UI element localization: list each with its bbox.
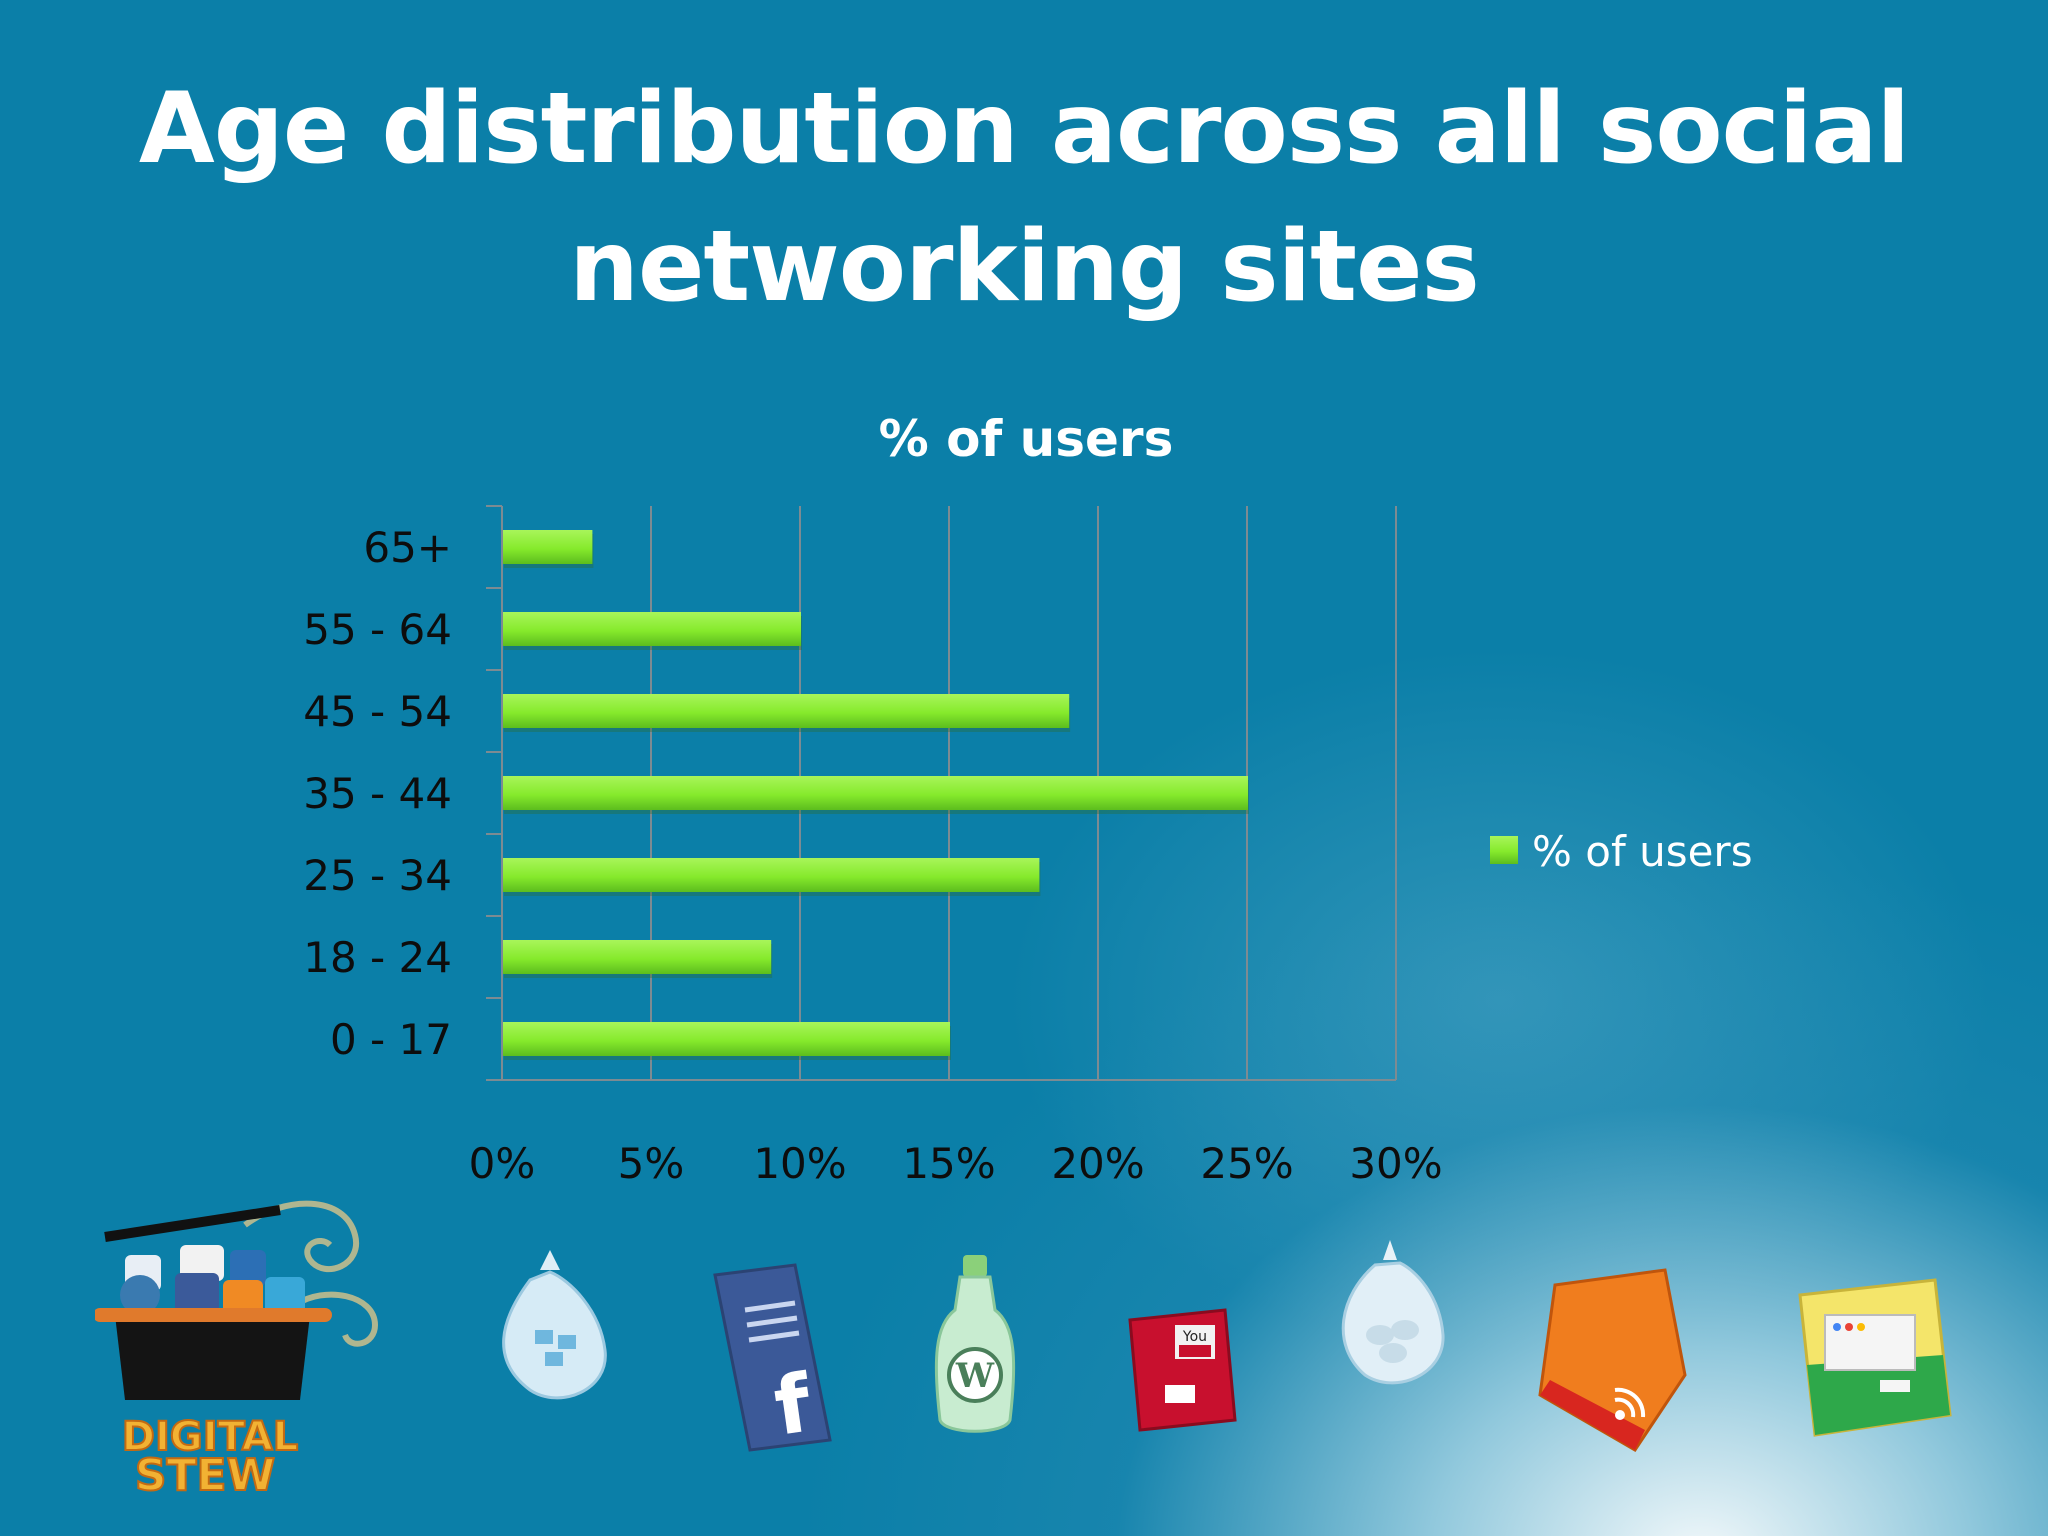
myspace-bag-icon	[1325, 1235, 1455, 1400]
youtube-box-icon: You	[1125, 1305, 1245, 1440]
linkedin-icon	[230, 1250, 266, 1286]
legend-label: % of users	[1532, 827, 1753, 876]
legend: % of users	[1490, 827, 1753, 876]
x-tick-labels: 0% 5% 10% 15% 20% 25% 30%	[469, 1139, 1443, 1188]
category-label: 0 - 17	[330, 1015, 452, 1064]
category-labels: 0 - 17 18 - 24 25 - 34 35 - 44 45 - 54 55 - 6…	[303, 523, 452, 1064]
slide-title: Age distribution across all social netwo…	[138, 72, 1910, 324]
steam-swirl-icon	[243, 1200, 379, 1347]
pot-icon	[115, 1315, 310, 1400]
youtube-icon	[180, 1245, 224, 1281]
x-tick-label: 10%	[753, 1139, 846, 1188]
twitter-icon	[265, 1277, 305, 1317]
wordpress-icon	[120, 1275, 160, 1315]
rss-bag-icon	[1535, 1255, 1695, 1460]
logo-text-digital: DIGITAL	[122, 1414, 298, 1460]
x-tick-label: 30%	[1349, 1139, 1442, 1188]
category-label: 18 - 24	[303, 933, 452, 982]
bar	[503, 858, 1040, 892]
bars	[503, 530, 1249, 1060]
x-tick-label: 5%	[618, 1139, 685, 1188]
x-tick-label: 0%	[469, 1139, 536, 1188]
category-label: 45 - 54	[303, 687, 452, 736]
bar	[503, 776, 1248, 810]
wordpress-bottle-icon: W	[925, 1250, 1025, 1445]
chart-title: % of users	[879, 410, 1174, 468]
pot-lid-icon	[104, 1205, 281, 1242]
google-box-icon	[1795, 1275, 1955, 1455]
legend-swatch	[1490, 836, 1518, 864]
svg-text:You: You	[1182, 1329, 1207, 1345]
x-tick-label: 20%	[1051, 1139, 1144, 1188]
x-tick-label: 25%	[1200, 1139, 1293, 1188]
digital-stew-logo: DIGITAL STEW	[93, 1185, 395, 1502]
x-tick-label: 15%	[902, 1139, 995, 1188]
category-label: 65+	[363, 523, 452, 572]
category-label: 55 - 64	[303, 605, 452, 654]
twitter-bag-icon	[490, 1240, 620, 1425]
facebook-bag-icon: f	[705, 1255, 835, 1460]
bar	[503, 694, 1070, 728]
bar	[503, 1022, 950, 1056]
bar	[503, 612, 801, 646]
logo-text-stew: STEW	[135, 1450, 275, 1495]
bar	[503, 530, 593, 564]
category-label: 35 - 44	[303, 769, 452, 818]
svg-text:W: W	[955, 1356, 995, 1396]
bar	[503, 940, 772, 974]
category-label: 25 - 34	[303, 851, 452, 900]
